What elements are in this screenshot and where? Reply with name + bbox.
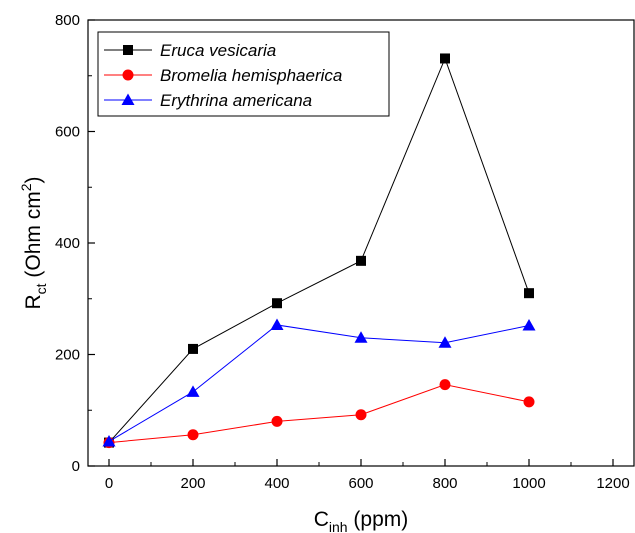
legend-item: Eruca vesicaria xyxy=(104,41,276,60)
data-point xyxy=(522,319,536,331)
x-axis-ticks: 0 200 400 600 800 1000 1200 xyxy=(105,459,630,492)
series-1 xyxy=(103,379,535,449)
data-point xyxy=(270,318,284,330)
legend-label: Erythrina americana xyxy=(160,91,312,110)
series-layer xyxy=(102,53,536,449)
data-point xyxy=(271,415,283,427)
data-point xyxy=(186,385,200,397)
series-line xyxy=(108,384,530,444)
legend-box xyxy=(97,31,390,117)
y-tick-label: 0 xyxy=(72,458,80,475)
data-point xyxy=(102,434,116,447)
legend-item: Bromelia hemisphaerica xyxy=(104,66,342,85)
x-axis-title-main: C xyxy=(314,508,329,531)
data-point xyxy=(356,255,366,266)
y-tick-label: 200 xyxy=(55,347,80,364)
y-axis-title-sub: ct xyxy=(33,283,49,294)
y-axis-title: Rct (Ohm cm2) xyxy=(18,176,49,309)
y-axis-title-unit-post: ) xyxy=(22,176,45,183)
legend: Eruca vesicaria Bromelia hemisphaerica Ery… xyxy=(97,31,390,117)
data-point xyxy=(524,288,534,299)
data-point xyxy=(439,379,451,391)
y-tick-label: 800 xyxy=(55,12,80,29)
x-axis-title-unit: (ppm) xyxy=(348,508,409,531)
series-line xyxy=(108,57,530,443)
x-tick-label: 0 xyxy=(105,475,113,492)
y-axis-title-unit-pre: (Ohm cm xyxy=(22,191,45,283)
x-axis-title: Cinh (ppm) xyxy=(314,508,409,533)
legend-marker xyxy=(121,93,135,105)
data-point xyxy=(355,409,367,421)
series-2 xyxy=(102,318,536,447)
x-tick-label: 600 xyxy=(348,475,373,492)
legend-items: Eruca vesicaria Bromelia hemisphaerica Ery… xyxy=(104,41,342,110)
y-axis-title-main: R xyxy=(22,294,45,309)
data-point xyxy=(272,298,282,309)
x-axis-title-sub: inh xyxy=(329,519,348,533)
x-tick-label: 1000 xyxy=(512,475,545,492)
legend-item: Erythrina americana xyxy=(104,91,312,110)
y-axis-ticks: 0 200 400 600 800 xyxy=(55,12,95,475)
series-line xyxy=(108,324,530,442)
legend-marker xyxy=(122,69,134,81)
legend-label: Eruca vesicaria xyxy=(160,41,276,60)
y-tick-label: 600 xyxy=(55,124,80,141)
data-point xyxy=(354,331,368,343)
data-point xyxy=(523,396,535,408)
data-point xyxy=(187,429,199,441)
x-tick-label: 800 xyxy=(432,475,457,492)
y-tick-label: 400 xyxy=(55,235,80,252)
legend-marker xyxy=(123,45,133,55)
data-point xyxy=(438,336,452,348)
x-tick-label: 200 xyxy=(180,475,205,492)
x-tick-label: 400 xyxy=(264,475,289,492)
legend-label: Bromelia hemisphaerica xyxy=(160,66,342,85)
data-point xyxy=(188,343,198,354)
data-point xyxy=(440,53,450,64)
x-tick-label: 1200 xyxy=(596,475,629,492)
y-axis-title-sup: 2 xyxy=(18,183,34,191)
